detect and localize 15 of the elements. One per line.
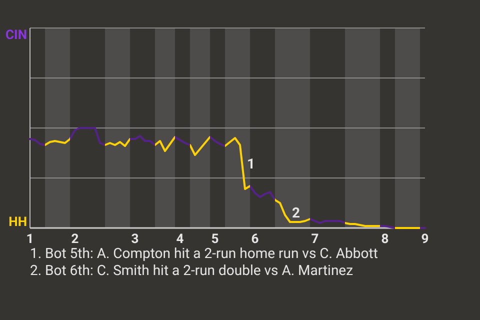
annotation: 1: [247, 156, 256, 172]
text: CIN: [6, 28, 27, 43]
x-tick-label: 9: [421, 232, 429, 247]
text: HH: [8, 215, 27, 230]
x-tick-label: 1: [26, 232, 34, 247]
x-tick-label: 4: [176, 232, 184, 247]
x-tick-label: 8: [381, 232, 389, 247]
x-tick-label: 5: [211, 232, 219, 247]
x-tick-label: 2: [71, 232, 79, 247]
x-tick-label: 6: [251, 232, 260, 247]
x-tick-label: 3: [131, 232, 139, 247]
x-tick-label: 7: [311, 232, 319, 247]
text: 1. Bot 5th: A. Compton hit a 2-run home run vs C. Abbott: [30, 246, 378, 262]
annotation: 2: [292, 205, 300, 222]
text: 2. Bot 6th: C. Smith hit a 2-run double vs A. Martinez: [30, 263, 354, 279]
